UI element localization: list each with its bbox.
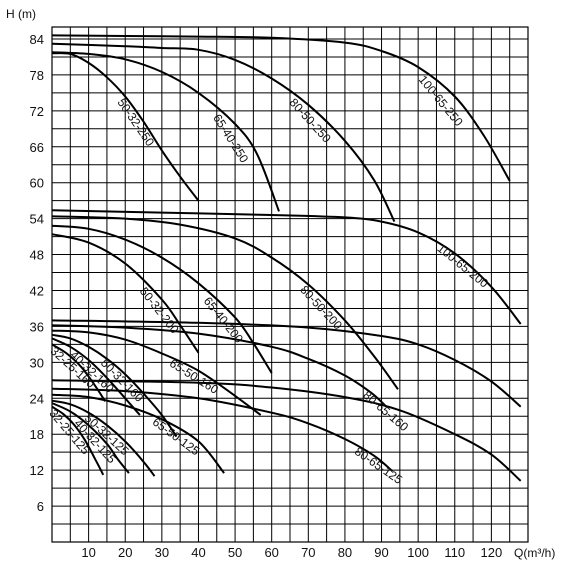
x-tick-label: 30: [155, 545, 169, 560]
y-axis-label: H (m): [6, 7, 36, 21]
y-tick-label: 60: [30, 176, 44, 191]
curve-labels: 100-65-25080-50-25065-40-25050-32-250100…: [46, 73, 491, 487]
curve-80-50-200: [51, 215, 399, 390]
curve-65-40-250: [51, 51, 280, 212]
axis-ticks: 10 20 30 40 50 60 70 80 90 100 110 120 6 12 18 24 30 36 42…: [30, 32, 503, 560]
x-tick-label: 90: [374, 545, 388, 560]
curve-50-32-250: [51, 52, 200, 202]
curve-65-40-200: [51, 224, 273, 374]
curve-32-25-125: [51, 405, 105, 476]
x-tick-label: 70: [301, 545, 315, 560]
y-tick-label: 12: [30, 463, 44, 478]
y-tick-label: 36: [30, 319, 44, 334]
x-tick-label: 120: [481, 545, 503, 560]
x-axis-label: Q(m³/h): [514, 546, 555, 560]
y-tick-label: 42: [30, 283, 44, 298]
curve-80-65-160: [51, 324, 386, 407]
y-tick-label: 18: [30, 427, 44, 442]
x-tick-label: 10: [81, 545, 95, 560]
x-tick-label: 60: [264, 545, 278, 560]
y-tick-label: 48: [30, 248, 44, 263]
curve-40-32-160: [51, 337, 141, 416]
y-tick-label: 84: [30, 32, 44, 47]
curve-32-25-160: [51, 343, 106, 402]
y-tick-label: 6: [37, 499, 44, 514]
curve-50-32-160: [51, 333, 178, 438]
curves: [51, 34, 522, 482]
x-tick-label: 20: [118, 545, 132, 560]
x-tick-label: 50: [228, 545, 242, 560]
y-tick-label: 72: [30, 104, 44, 119]
plot-frame: [51, 26, 529, 543]
x-tick-label: 110: [444, 545, 465, 560]
y-tick-label: 78: [30, 68, 44, 83]
curve-100-65-200: [51, 209, 522, 325]
curve-65-50-125: [51, 393, 225, 474]
curve-100-65-250: [51, 34, 511, 182]
curve-40-32-125: [51, 402, 130, 474]
y-tick-label: 30: [30, 355, 44, 370]
y-tick-label: 66: [30, 140, 44, 155]
curve-80-65-125: [51, 387, 394, 473]
curve-label: 50-32-250: [115, 96, 158, 149]
curve-65-50-160: [51, 329, 262, 416]
grid: [51, 26, 529, 543]
curve-unlabeled-8: [51, 319, 522, 408]
x-tick-label: 80: [338, 545, 352, 560]
curve-label: 80-65-125: [352, 444, 405, 487]
curve-unlabeled-14: [51, 379, 522, 482]
x-tick-label: 100: [407, 545, 429, 560]
y-tick-label: 54: [30, 212, 44, 227]
curve-50-32-200: [51, 233, 200, 354]
x-tick-label: 40: [191, 545, 205, 560]
curve-80-50-250: [51, 42, 396, 223]
y-tick-label: 24: [30, 391, 44, 406]
curve-50-32-125: [51, 399, 156, 477]
curve-label: 100-65-200: [435, 241, 492, 291]
